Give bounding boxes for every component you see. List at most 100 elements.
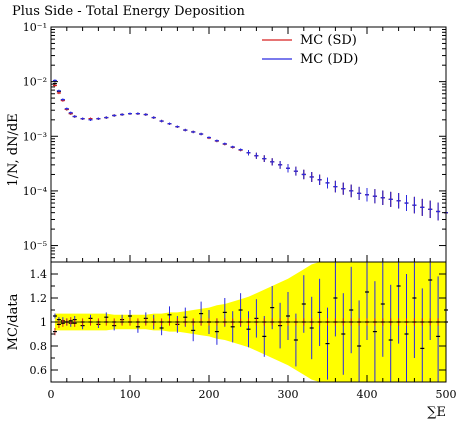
ratio-point-mc-sd: [254, 318, 259, 326]
x-tick-label: 500: [436, 388, 457, 401]
ratio-point-mc-dd: [349, 266, 354, 354]
ratio-point-mc-sd: [135, 318, 140, 326]
main-point-mc-dd: [222, 142, 227, 145]
main-point-mc-dd: [120, 113, 125, 116]
main-point-mc-dd: [159, 119, 164, 123]
main-point-mc-dd: [96, 117, 101, 120]
ratio-point-mc-sd: [199, 318, 204, 326]
ratio-point-mc-dd: [286, 292, 290, 340]
ratio-point-mc-sd: [404, 318, 409, 326]
ratio-point-mc-sd: [64, 318, 69, 326]
ratio-point-mc-sd: [214, 318, 219, 326]
main-y-tick-label: 10⁻⁴: [23, 185, 48, 198]
main-frame: [50, 26, 447, 263]
ratio-y-tick-label: 1: [40, 316, 47, 329]
ratio-point-mc-dd: [341, 293, 346, 375]
axes: 10⁻⁵ 10⁻⁴ 10⁻³ 10⁻² 10⁻¹ 0.6 0.8 1 1.2 1.4 0 100 200…: [23, 21, 457, 401]
main-point-mc-dd: [365, 188, 369, 202]
main-point-mc-dd: [372, 189, 377, 204]
main-point-mc-dd: [278, 160, 283, 169]
main-point-mc-dd: [254, 152, 259, 159]
main-point-mc-dd: [325, 177, 330, 189]
ratio-point-mc-sd: [412, 318, 417, 326]
ratio-point-mc-sd: [128, 318, 132, 326]
legend-label-sd: MC (SD): [300, 33, 357, 48]
ratio-point-mc-sd: [317, 318, 322, 326]
ratio-y-tick-label: 0.8: [30, 340, 48, 353]
main-point-mc-dd: [68, 111, 73, 114]
x-tick-label: 200: [199, 388, 220, 401]
ratio-point-mc-sd: [278, 318, 283, 326]
ratio-y-tick-label: 0.6: [30, 364, 48, 377]
ratio-point-mc-sd: [191, 318, 196, 326]
ratio-point-mc-sd: [143, 318, 148, 326]
ratio-point-mc-dd: [246, 311, 251, 348]
main-point-mc-dd: [246, 150, 251, 156]
ratio-point-mc-sd: [167, 318, 172, 326]
main-point-mc-dd: [309, 172, 314, 182]
main-point-mc-dd: [175, 125, 180, 128]
main-point-mc-dd: [72, 115, 77, 118]
ratio-point-mc-dd: [230, 311, 235, 343]
ratio-point-mc-sd: [80, 318, 85, 326]
main-point-mc-dd: [301, 169, 306, 180]
main-point-mc-dd: [286, 164, 290, 173]
ratio-point-mc-sd: [183, 318, 188, 326]
main-point-mc-dd: [167, 122, 172, 125]
main-point-mc-dd: [183, 128, 188, 132]
main-point-mc-dd: [56, 89, 61, 92]
ratio-point-mc-sd: [72, 319, 77, 327]
main-point-mc-dd: [333, 180, 338, 193]
main-y-tick-label: 10⁻¹: [23, 21, 47, 34]
ratio-point-mc-sd: [112, 318, 117, 326]
ratio-point-mc-sd: [246, 318, 251, 326]
ratio-point-mc-sd: [96, 318, 101, 326]
main-point-mc-dd: [143, 113, 148, 116]
ratio-point-mc-dd: [317, 278, 322, 346]
ratio-point-mc-dd: [52, 313, 57, 319]
main-point-mc-dd: [420, 198, 425, 216]
main-point-mc-dd: [238, 148, 243, 151]
ratio-point-mc-sd: [380, 318, 385, 326]
main-marks: [52, 79, 448, 222]
ratio-point-mc-sd: [207, 318, 211, 326]
main-point-mc-dd: [135, 112, 140, 115]
main-point-mc-dd: [191, 130, 196, 134]
ratio-point-mc-dd: [420, 288, 425, 382]
main-point-mc-dd: [207, 136, 211, 139]
ratio-point-mc-sd: [309, 318, 314, 326]
ratio-point-mc-sd: [325, 318, 330, 326]
ratio-point-mc-dd: [309, 296, 314, 360]
ratio-point-mc-sd: [175, 318, 180, 326]
ratio-point-mc-sd: [396, 318, 401, 326]
ratio-point-mc-sd: [349, 318, 354, 326]
chart-title: Plus Side - Total Energy Deposition: [12, 4, 245, 19]
main-point-mc-sd: [56, 91, 61, 95]
ratio-y-tick-label: 1.2: [30, 292, 48, 305]
ratio-point-mc-sd: [262, 318, 267, 326]
main-point-mc-dd: [349, 184, 354, 198]
main-point-mc-dd: [404, 195, 409, 212]
main-y-tick-label: 10⁻³: [23, 130, 47, 143]
ratio-point-mc-dd: [436, 276, 441, 382]
main-point-mc-dd: [199, 132, 204, 136]
ratio-point-mc-sd: [286, 318, 290, 326]
legend: MC (SD) MC (DD): [262, 33, 358, 67]
ratio-point-mc-sd: [104, 318, 109, 326]
ratio-point-mc-dd: [388, 284, 393, 382]
main-point-mc-dd: [112, 114, 117, 117]
main-point-mc-dd: [128, 112, 132, 115]
x-tick-label: 300: [278, 388, 299, 401]
ratio-point-mc-sd: [301, 318, 306, 326]
main-y-axis-label: 1/N, dN/dE: [6, 113, 21, 186]
ratio-point-mc-sd: [270, 318, 275, 326]
main-point-mc-dd: [214, 139, 219, 142]
main-point-mc-dd: [293, 166, 298, 176]
ratio-point-mc-sd: [372, 318, 377, 326]
main-point-mc-dd: [412, 196, 417, 214]
ratio-point-mc-dd: [404, 274, 409, 382]
main-point-mc-dd: [88, 118, 93, 121]
ratio-point-mc-dd: [365, 262, 369, 340]
legend-label-dd: MC (DD): [300, 52, 358, 67]
ratio-y-axis-label: MC/data: [6, 293, 21, 350]
